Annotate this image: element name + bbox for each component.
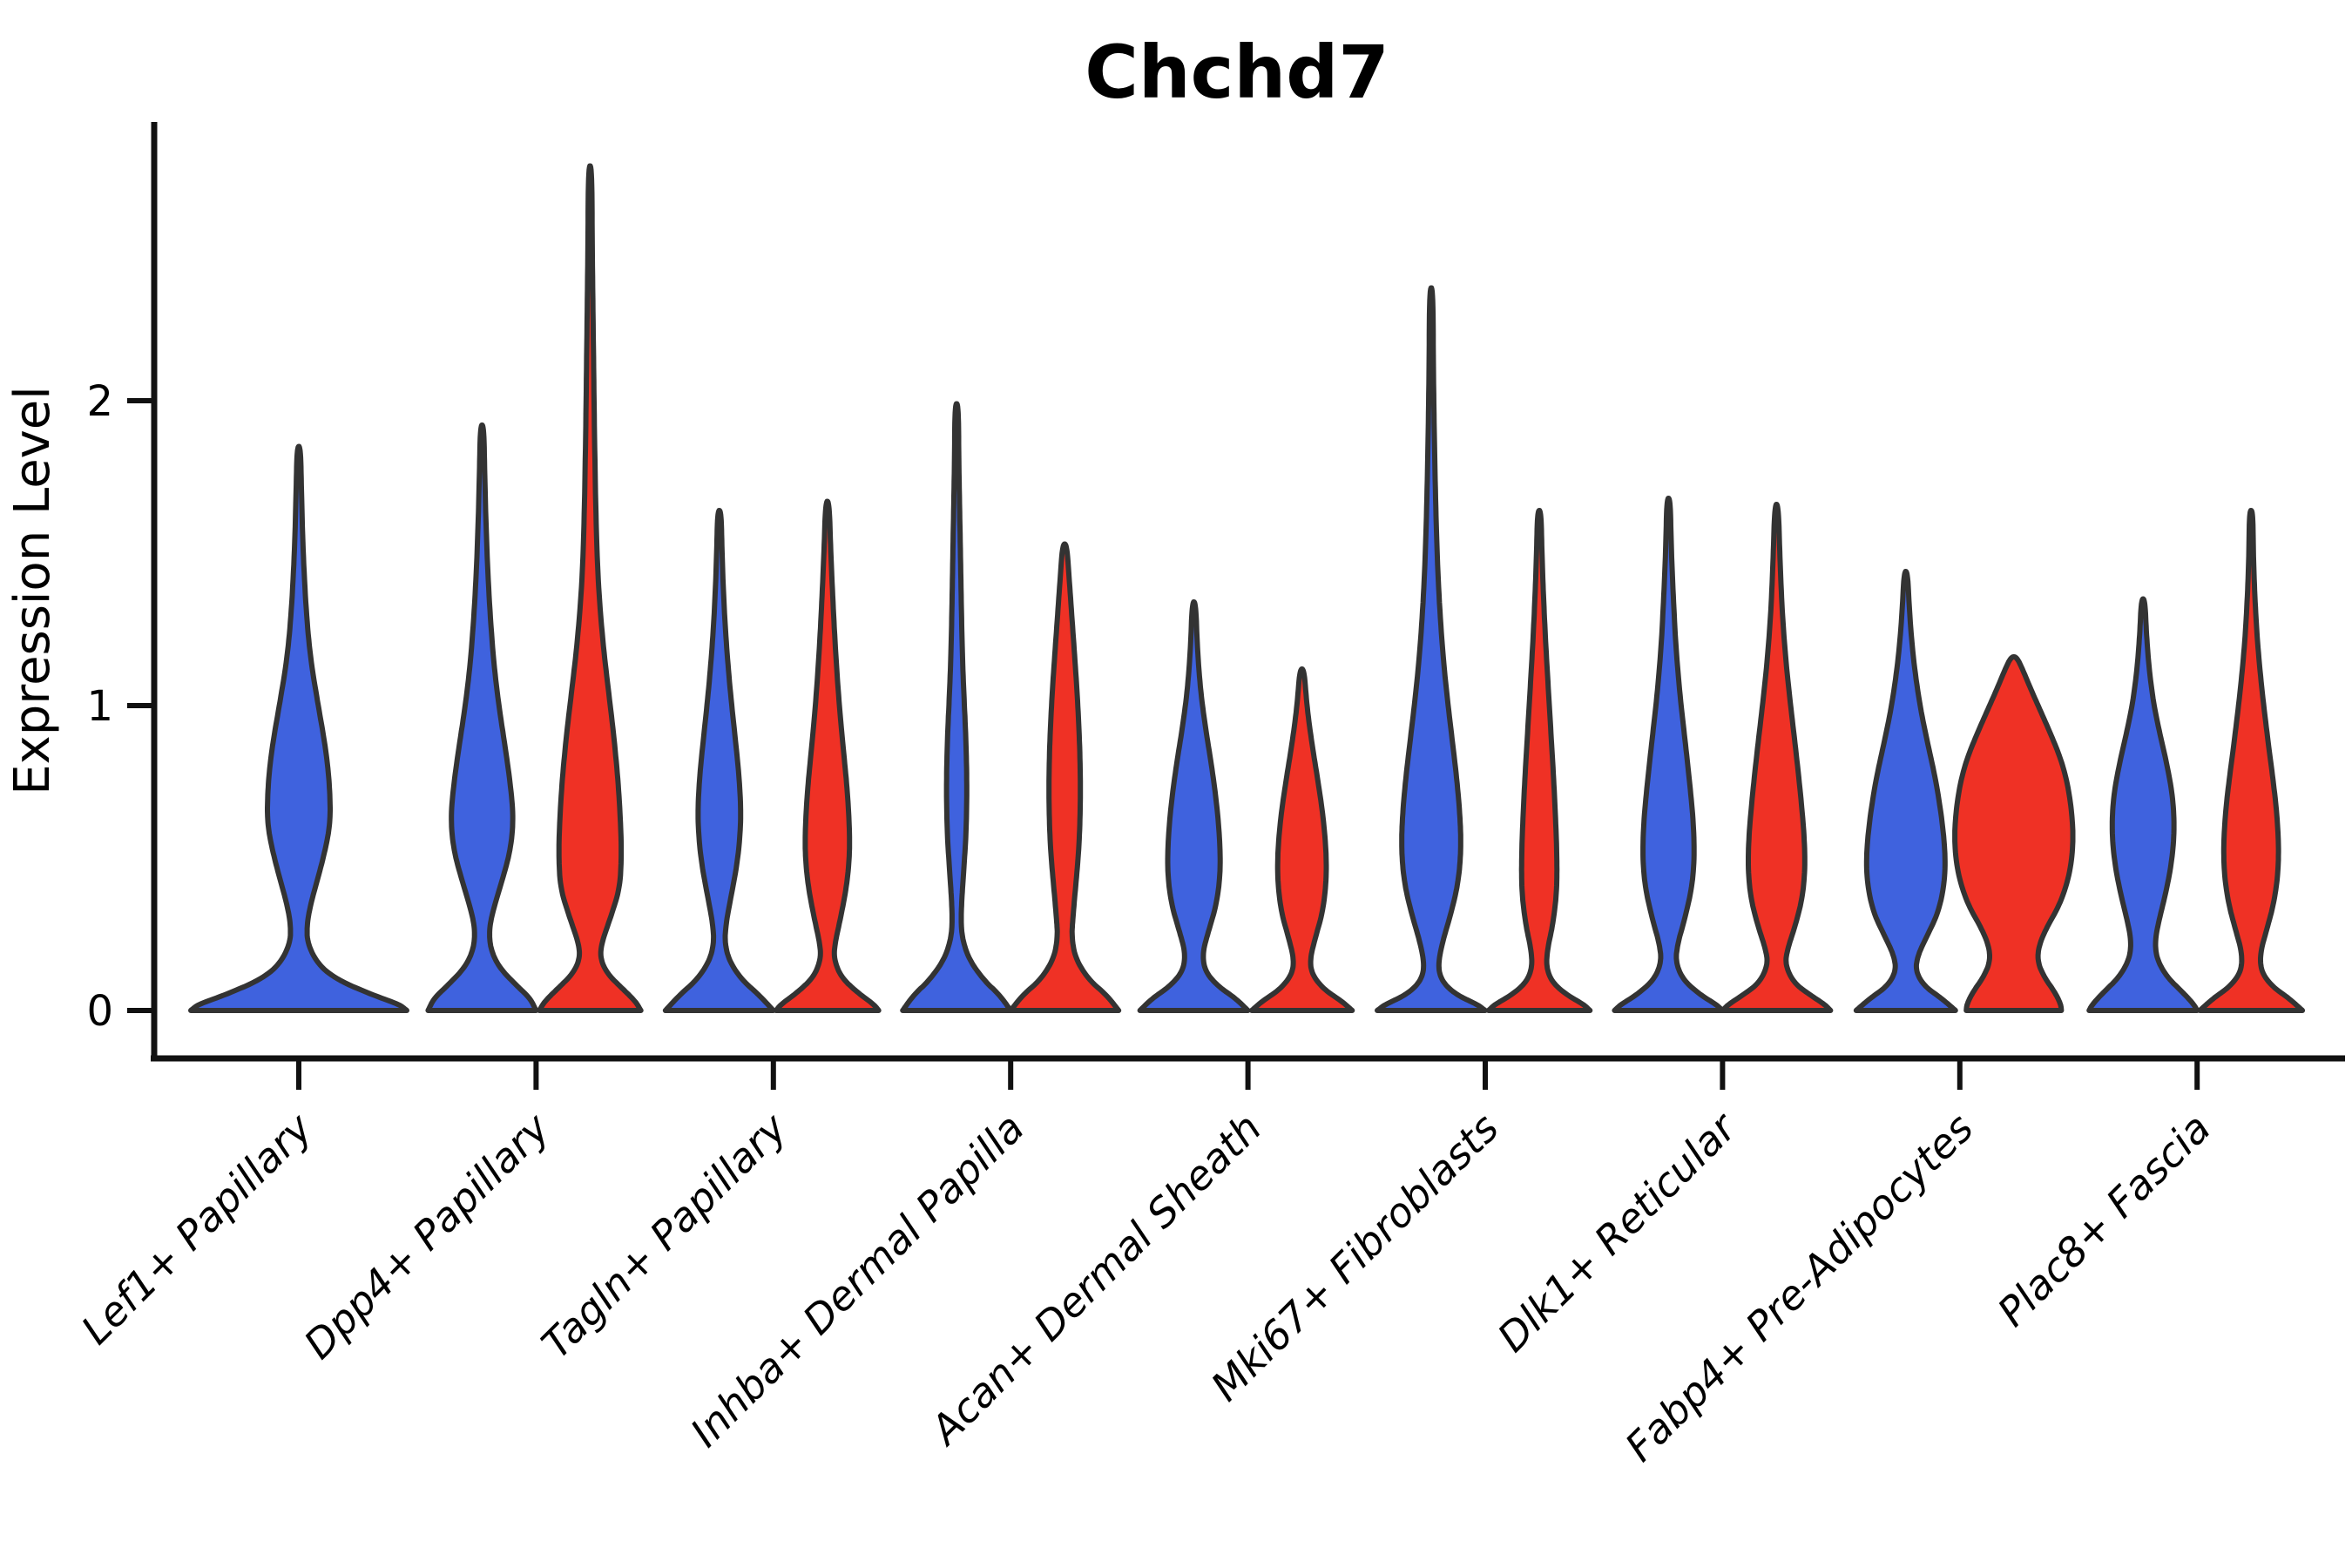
plot-title: Chchd7 [1085, 30, 1389, 115]
violin-red-acan-dermal-sheath [1248, 666, 1355, 1013]
y-axis-label: Expression Level [4, 386, 61, 795]
violin-red-tagln-papillary [773, 498, 882, 1013]
y-tick-label: 2 [86, 377, 113, 426]
violin-blue-dpp4-papillary [425, 422, 539, 1013]
violin-blue-dlk1-reticular [1612, 496, 1726, 1013]
violin-blue-mki67-fibroblasts [1375, 285, 1488, 1013]
violin-red-dlk1-reticular [1720, 502, 1834, 1013]
violin-red-mki67-fibroblasts [1485, 508, 1593, 1013]
violin-red-fabp4-pre-adipocytes [1952, 654, 2076, 1013]
x-tick-label: Dpp4+ Papillary [295, 1104, 559, 1368]
violin-blue-lef1-papillary [188, 443, 409, 1013]
x-tick-label: Lef1+ Papillary [72, 1104, 321, 1353]
violin-blue-plac8-fascia [2086, 596, 2200, 1013]
y-tick-label: 0 [86, 987, 113, 1036]
violin-red-plac8-fascia [2197, 508, 2306, 1013]
violins-layer [188, 163, 2306, 1013]
x-tick-label: Dlk1+ Reticular [1489, 1102, 1747, 1361]
violin-blue-inhba-dermal-papilla [900, 401, 1014, 1013]
y-ticks-layer: 0 1 2 [86, 377, 154, 1036]
violin-red-dpp4-papillary [537, 163, 644, 1013]
x-tick-label: Tagln+ Papillary [532, 1104, 796, 1368]
violin-blue-tagln-papillary [662, 508, 776, 1013]
violin-red-inhba-dermal-papilla [1008, 541, 1122, 1013]
x-tick-label: Plac8+ Fascia [1989, 1105, 2220, 1335]
violin-blue-fabp4-pre-adipocytes [1853, 569, 1958, 1013]
violin-blue-acan-dermal-sheath [1137, 599, 1251, 1013]
y-tick-label: 1 [86, 682, 113, 731]
